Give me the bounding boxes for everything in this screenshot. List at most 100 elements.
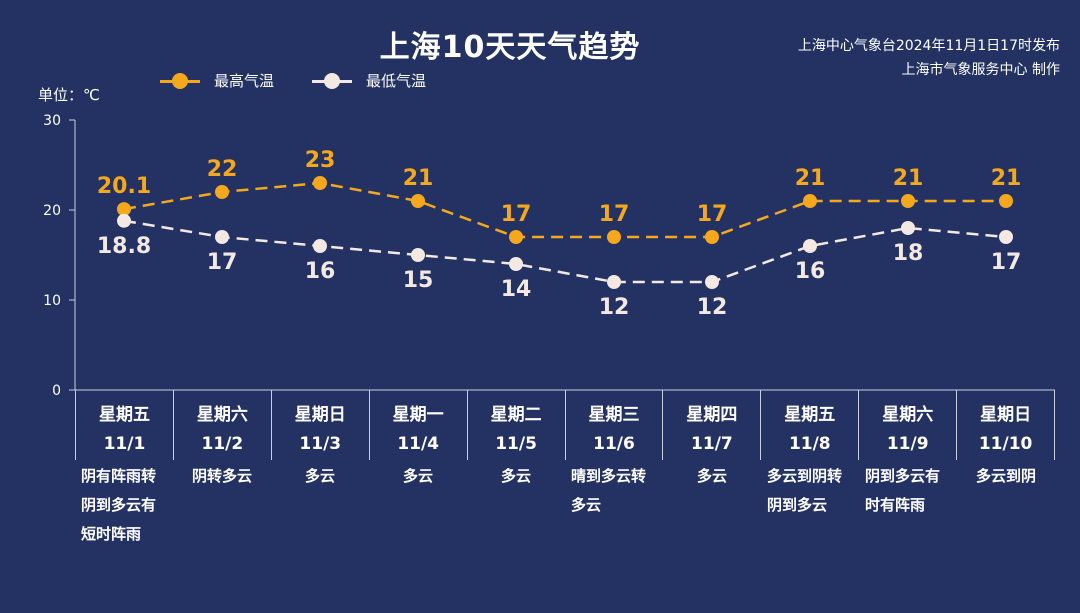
day-column: 星期三 11/6: [566, 390, 664, 460]
weather-condition: 多云: [696, 467, 727, 485]
data-label-high: 23: [305, 148, 336, 173]
weekday-label: 星期六: [196, 405, 248, 425]
weather-condition: 阴有阵雨转阴到多云有短时阵雨: [81, 467, 157, 543]
date-label: 11/9: [886, 434, 929, 454]
data-label-low: 18: [893, 241, 924, 266]
issuer-line-2: 上海市气象服务中心 制作: [901, 62, 1060, 78]
day-column: 星期六 11/2: [174, 390, 272, 460]
y-axis-unit-label: 单位：℃: [38, 86, 100, 104]
data-label-low: 14: [501, 277, 532, 302]
issuer-line-1: 上海中心气象台2024年11月1日17时发布: [797, 38, 1060, 54]
day-column: 星期六 11/9: [859, 390, 958, 460]
day-column: 星期五 11/8: [761, 390, 860, 460]
weekday-label: 星期五: [98, 405, 150, 425]
date-label: 11/1: [103, 434, 146, 454]
data-point-low: [117, 213, 131, 228]
y-tick-label: 20: [43, 203, 61, 219]
y-tick-label: 10: [43, 293, 61, 309]
data-label-high: 17: [501, 202, 532, 227]
chart-title: 上海10天天气趋势: [379, 30, 641, 65]
weather-condition: 多云到阴: [975, 467, 1036, 485]
data-label-low: 12: [599, 295, 630, 320]
legend-item-high[interactable]: 最高气温: [160, 70, 274, 91]
data-point-high: [215, 185, 229, 199]
data-label-low: 18.8: [97, 234, 151, 259]
weekday-label: 星期五: [784, 405, 836, 425]
weather-condition: 多云: [500, 467, 531, 485]
weather-condition: 多云: [304, 467, 335, 485]
weather-conditions: 阴有阵雨转阴到多云有短时阵雨 阴转多云 多云 多云 多云 晴到多云转多云 多云 多云到阴转阴到…: [75, 462, 1055, 549]
data-point-low: [901, 221, 915, 235]
data-point-high: [999, 194, 1013, 208]
date-label: 11/8: [788, 434, 831, 454]
data-point-high: [901, 194, 915, 208]
data-label-low: 12: [697, 295, 728, 320]
legend-label-high: 最高气温: [214, 72, 275, 90]
weekday-label: 星期一: [392, 405, 444, 425]
data-label-high: 20.1: [97, 174, 151, 199]
data-label-high: 17: [599, 202, 630, 227]
data-label-low: 17: [991, 250, 1022, 275]
data-point-high: [509, 230, 523, 244]
chart-series: 20.1 22 23 21 17 17 17 21 21 21 18.8 17 16 15 14 12 12 16…: [97, 148, 1021, 320]
weekday-label: 星期日: [294, 405, 346, 425]
weekday-label: 星期六: [882, 405, 934, 425]
data-label-high: 21: [893, 166, 924, 191]
weather-condition: 多云: [402, 467, 433, 485]
data-point-low: [411, 248, 425, 262]
date-label: 11/7: [691, 434, 733, 454]
date-label: 11/3: [299, 434, 342, 454]
data-point-high: [411, 194, 425, 208]
date-label: 11/5: [495, 434, 537, 454]
data-label-low: 16: [795, 259, 826, 284]
data-label-high: 21: [403, 166, 434, 191]
weekday-label: 星期二: [490, 405, 542, 425]
chart-legend: 最高气温 最低气温: [160, 70, 426, 91]
date-label: 11/2: [201, 434, 244, 454]
y-tick-label: 30: [43, 113, 61, 129]
weekday-label: 星期日: [980, 405, 1032, 425]
data-point-high: [313, 176, 327, 190]
data-label-low: 15: [403, 268, 434, 293]
data-point-low: [705, 275, 719, 289]
weekday-label: 星期四: [686, 405, 738, 425]
y-tick-label: 0: [52, 383, 61, 399]
legend-item-low[interactable]: 最低气温: [312, 70, 426, 91]
data-point-low: [999, 230, 1013, 244]
weather-condition: 多云到阴转阴到多云: [767, 467, 843, 514]
day-column: 星期四 11/7: [663, 390, 762, 460]
day-columns: 星期五 11/1 星期六 11/2 星期日 11/3 星期一 11/4 星期二 11/5 星期三 11…: [75, 390, 1056, 460]
series-line-high: [123, 181, 1006, 239]
weather-condition: 阴到多云有时有阵雨: [865, 467, 941, 514]
data-point-high: [803, 194, 817, 208]
weekday-label: 星期三: [588, 405, 640, 425]
date-label: 11/10: [978, 434, 1033, 454]
data-point-low: [607, 275, 621, 289]
day-column: 星期一 11/4: [370, 390, 468, 460]
weather-condition: 晴到多云转多云: [571, 467, 647, 514]
series-line-low: [123, 219, 1007, 284]
issuer-info: 上海中心气象台2024年11月1日17时发布 上海市气象服务中心 制作: [798, 34, 1060, 82]
date-label: 11/6: [593, 434, 635, 454]
data-point-low: [509, 257, 523, 271]
data-label-high: 17: [697, 202, 728, 227]
day-column: 星期二 11/5: [468, 390, 566, 460]
date-label: 11/4: [397, 434, 440, 454]
data-label-low: 16: [305, 259, 336, 284]
legend-swatch-high: [160, 71, 200, 91]
data-point-low: [803, 239, 817, 253]
day-column: 星期日 11/10: [957, 390, 1056, 460]
data-label-high: 21: [991, 166, 1022, 191]
data-point-low: [313, 239, 327, 253]
day-column: 星期五 11/1: [75, 390, 174, 460]
weather-condition: 阴转多云: [191, 467, 252, 485]
data-label-high: 21: [795, 166, 826, 191]
legend-label-low: 最低气温: [366, 72, 427, 90]
data-point-high: [705, 230, 719, 244]
data-point-low: [215, 230, 229, 244]
legend-swatch-low: [312, 71, 353, 91]
data-point-high: [117, 202, 131, 217]
data-label-low: 17: [207, 250, 238, 275]
data-label-high: 22: [207, 157, 238, 182]
